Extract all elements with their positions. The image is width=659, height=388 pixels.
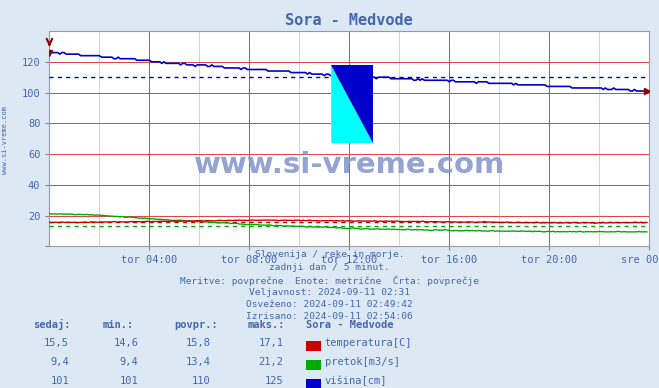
Text: 125: 125 [265, 376, 283, 386]
Text: Meritve: povprečne  Enote: metrične  Črta: povprečje: Meritve: povprečne Enote: metrične Črta:… [180, 275, 479, 286]
Text: Sora - Medvode: Sora - Medvode [306, 320, 394, 330]
Text: 15,5: 15,5 [44, 338, 69, 348]
Text: min.:: min.: [102, 320, 133, 330]
Text: 9,4: 9,4 [120, 357, 138, 367]
Text: 101: 101 [120, 376, 138, 386]
Text: 15,8: 15,8 [186, 338, 211, 348]
Text: pretok[m3/s]: pretok[m3/s] [325, 357, 400, 367]
Text: temperatura[C]: temperatura[C] [325, 338, 413, 348]
Title: Sora - Medvode: Sora - Medvode [285, 14, 413, 28]
Text: Veljavnost: 2024-09-11 02:31: Veljavnost: 2024-09-11 02:31 [249, 288, 410, 296]
Text: 101: 101 [51, 376, 69, 386]
FancyBboxPatch shape [331, 66, 373, 143]
Text: višina[cm]: višina[cm] [325, 375, 387, 386]
Text: 14,6: 14,6 [113, 338, 138, 348]
Text: Osveženo: 2024-09-11 02:49:42: Osveženo: 2024-09-11 02:49:42 [246, 300, 413, 309]
Text: 110: 110 [192, 376, 211, 386]
Text: 13,4: 13,4 [186, 357, 211, 367]
Text: 17,1: 17,1 [258, 338, 283, 348]
Text: Slovenija / reke in morje.: Slovenija / reke in morje. [255, 250, 404, 259]
Text: www.si-vreme.com: www.si-vreme.com [2, 106, 9, 174]
Text: Izrisano: 2024-09-11 02:54:06: Izrisano: 2024-09-11 02:54:06 [246, 312, 413, 321]
Polygon shape [331, 66, 373, 143]
Text: 21,2: 21,2 [258, 357, 283, 367]
Polygon shape [331, 66, 373, 143]
Text: www.si-vreme.com: www.si-vreme.com [194, 151, 505, 178]
Text: zadnji dan / 5 minut.: zadnji dan / 5 minut. [269, 263, 390, 272]
Text: 9,4: 9,4 [51, 357, 69, 367]
Text: maks.:: maks.: [247, 320, 285, 330]
Text: povpr.:: povpr.: [175, 320, 218, 330]
Text: sedaj:: sedaj: [33, 319, 71, 330]
